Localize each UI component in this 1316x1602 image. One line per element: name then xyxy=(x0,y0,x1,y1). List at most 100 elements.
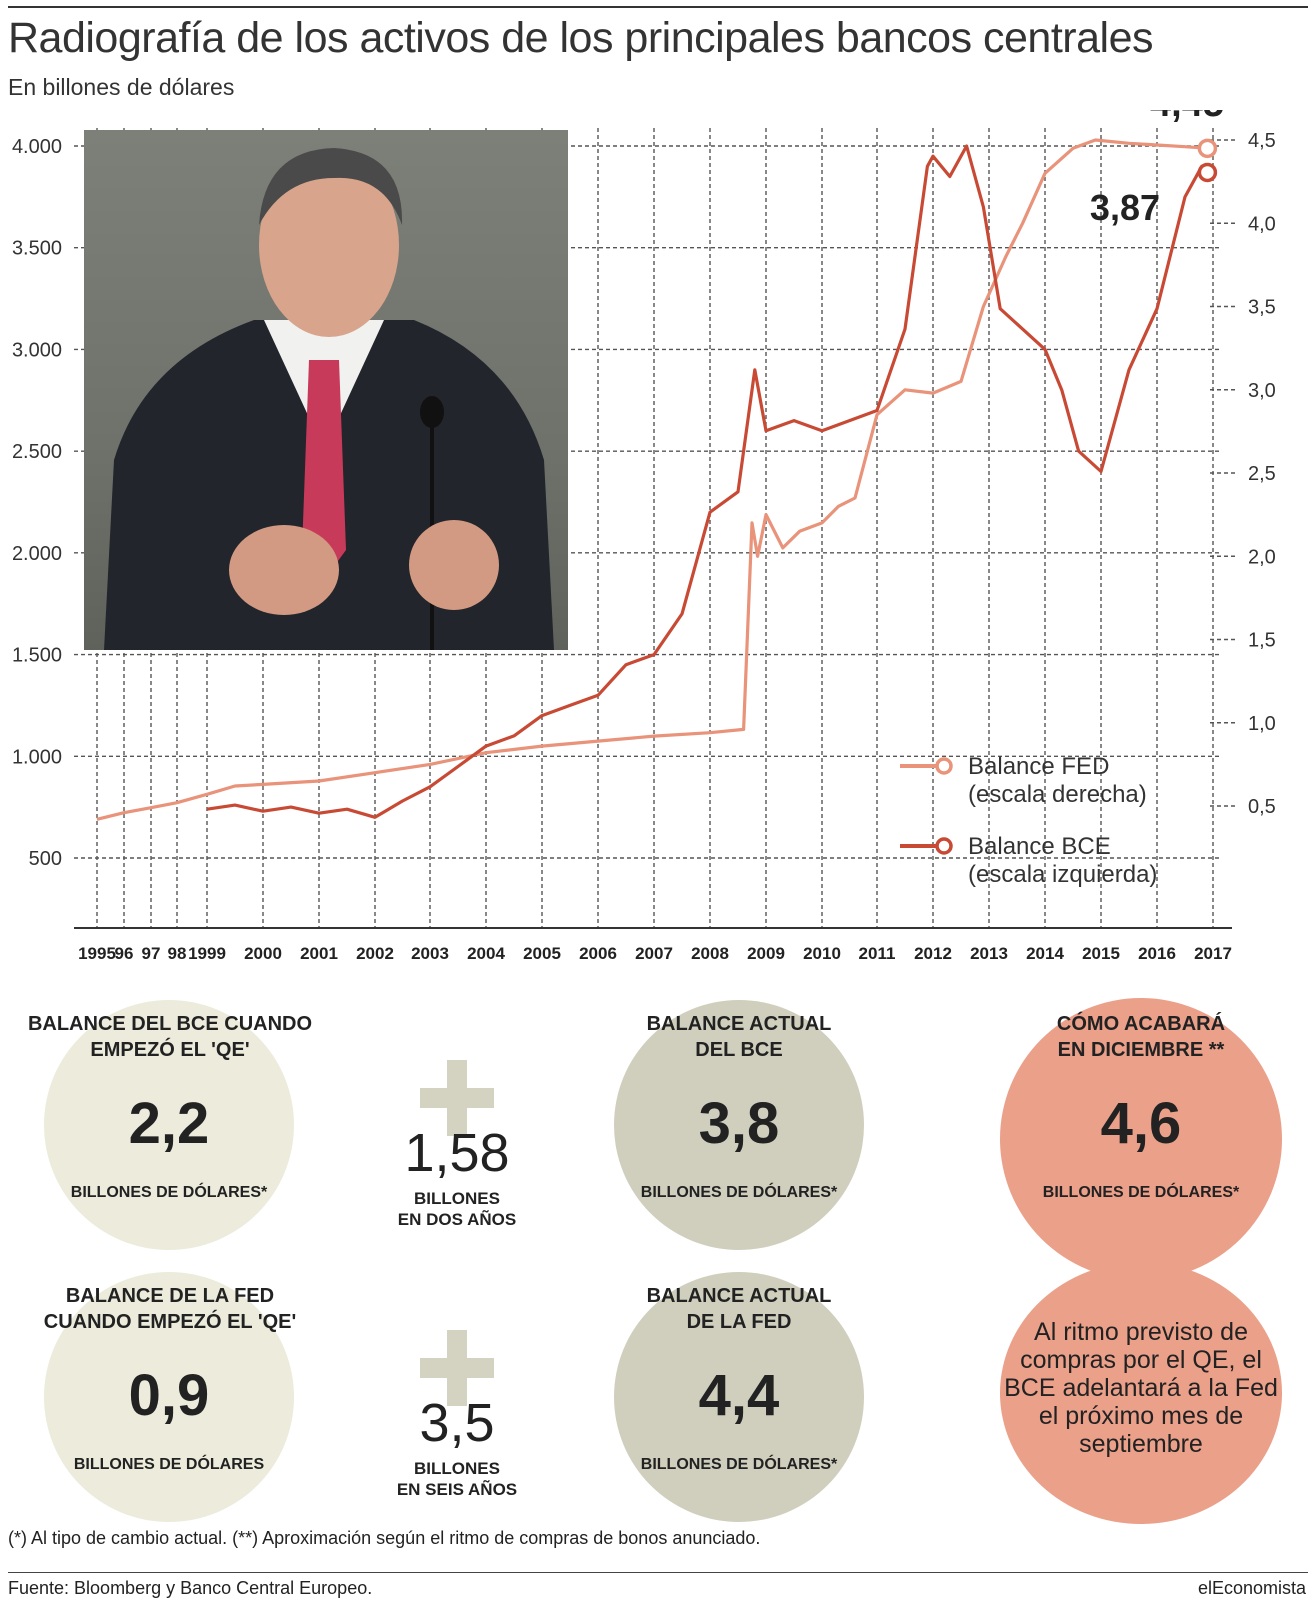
x-tick-label: 2002 xyxy=(356,944,394,963)
x-tick-label: 2009 xyxy=(747,944,785,963)
x-tick-label: 1995 xyxy=(78,944,116,963)
stat-label-fed-start-1: BALANCE DE LA FED xyxy=(65,1285,275,1307)
increase-value-fed: 3,5 xyxy=(419,1393,495,1453)
x-tick-label: 2013 xyxy=(970,944,1008,963)
page-subtitle: En billones de dólares xyxy=(8,74,235,100)
note-line-2: compras por el QE, el xyxy=(1020,1346,1262,1374)
legend-label-bce: Balance BCE xyxy=(968,833,1111,860)
chart-legend: Balance FED(escala derecha) Balance BCE(e… xyxy=(900,753,1157,888)
x-tick-label: 2011 xyxy=(859,944,896,963)
stat-unit-bce-now: BILLONES DE DÓLARES* xyxy=(640,1184,838,1201)
legend-note-bce: (escala izquierda) xyxy=(968,861,1157,888)
stat-unit-december: BILLONES DE DÓLARES* xyxy=(1042,1184,1240,1201)
left-tick-label: 500 xyxy=(29,848,62,870)
footnote: (*) Al tipo de cambio actual. (**) Aprox… xyxy=(8,1528,761,1548)
legend-marker-fed xyxy=(935,757,953,775)
legend-marker-bce xyxy=(935,837,953,855)
increase-label-bce-2: EN DOS AÑOS xyxy=(397,1210,517,1229)
stat-value-fed-start: 0,9 xyxy=(128,1363,210,1428)
right-tick-label: 2,0 xyxy=(1248,546,1276,568)
stat-label-bce-now-2: DEL BCE xyxy=(695,1039,783,1061)
x-tick-label: 2000 xyxy=(244,944,282,963)
x-tick-label: 2008 xyxy=(691,944,729,963)
stat-label-fed-now-2: DE LA FED xyxy=(686,1311,792,1333)
series-line-bce xyxy=(206,144,1209,819)
bottom-rule xyxy=(8,1572,1308,1573)
chart-annotations: 4,45 3,87 xyxy=(1090,110,1224,228)
stat-label-december-2: EN DICIEMBRE ** xyxy=(1057,1039,1225,1061)
x-tick-label: 2017 xyxy=(1194,944,1232,963)
note-line-4: el próximo mes de xyxy=(1038,1402,1244,1430)
series-end-marker-fed xyxy=(1197,138,1218,159)
increase-label-bce-1: BILLONES xyxy=(414,1189,500,1208)
series-end-marker-bce xyxy=(1197,162,1218,183)
legend-label-fed: Balance FED xyxy=(968,753,1109,780)
stat-value-fed-now: 4,4 xyxy=(698,1363,780,1428)
x-tick-label: 2004 xyxy=(467,944,505,963)
stat-label-december-1: CÓMO ACABARÁ xyxy=(1056,1013,1226,1035)
right-tick-label: 0,5 xyxy=(1248,796,1276,818)
x-tick-label: 1999 xyxy=(188,944,226,963)
stat-circle-fed-start xyxy=(44,1272,294,1522)
stat-value-bce-now: 3,8 xyxy=(698,1091,780,1156)
annotation-bce-value: 3,87 xyxy=(1090,187,1160,228)
stat-value-december: 4,6 xyxy=(1100,1091,1182,1156)
right-tick-label: 2,5 xyxy=(1248,463,1276,485)
x-tick-label: 2014 xyxy=(1026,944,1064,963)
x-tick-label: 97 xyxy=(142,944,161,963)
note-line-3: BCE adelantará a la Fed xyxy=(1004,1374,1278,1402)
left-tick-label: 1.500 xyxy=(12,645,62,667)
note-line-1: Al ritmo previsto de xyxy=(1034,1318,1248,1346)
source-text: Fuente: Bloomberg y Banco Central Europe… xyxy=(8,1578,373,1598)
left-axis-labels: 500 1.000 1.500 2.000 2.500 3.000 3.500 4.000 xyxy=(12,136,62,870)
x-tick-label: 96 xyxy=(115,944,134,963)
left-tick-label: 2.500 xyxy=(12,441,62,463)
right-tick-label: 3,0 xyxy=(1248,380,1276,402)
top-rule xyxy=(8,6,1308,8)
x-tick-label: 2005 xyxy=(523,944,561,963)
increase-label-fed-2: EN SEIS AÑOS xyxy=(396,1480,518,1499)
stat-unit-fed-now: BILLONES DE DÓLARES* xyxy=(640,1456,838,1473)
right-tick-label: 3,5 xyxy=(1248,297,1276,319)
x-tick-label: 2016 xyxy=(1138,944,1176,963)
left-tick-label: 2.000 xyxy=(12,543,62,565)
stat-value-bce-start: 2,2 xyxy=(128,1091,210,1156)
x-tick-label: 2012 xyxy=(914,944,952,963)
brand-logo: elEconomista xyxy=(1197,1578,1306,1598)
left-tick-label: 3.000 xyxy=(12,339,62,361)
stat-label-bce-start-1: BALANCE DEL BCE CUANDO xyxy=(27,1013,313,1035)
stat-label-fed-start-2: CUANDO EMPEZÓ EL 'QE' xyxy=(43,1311,297,1333)
x-tick-label: 2001 xyxy=(300,944,338,963)
page-title: Radiografía de los activos de los princi… xyxy=(8,14,1154,62)
stat-circle-bce-december xyxy=(1000,998,1282,1280)
legend-note-fed: (escala derecha) xyxy=(968,781,1147,808)
note-line-5: septiembre xyxy=(1079,1430,1203,1458)
increase-value-bce: 1,58 xyxy=(404,1123,510,1183)
stat-circle-bce-now xyxy=(614,1000,864,1250)
stat-label-bce-now-1: BALANCE ACTUAL xyxy=(646,1013,832,1035)
right-tick-label: 4,5 xyxy=(1248,130,1276,152)
left-tick-label: 4.000 xyxy=(12,136,62,158)
portrait-photo xyxy=(84,130,568,650)
increase-label-fed-1: BILLONES xyxy=(414,1459,500,1478)
stat-circle-fed-now xyxy=(614,1272,864,1522)
x-tick-label: 2010 xyxy=(803,944,841,963)
stat-unit-bce-start: BILLONES DE DÓLARES* xyxy=(70,1184,268,1201)
right-tick-label: 1,5 xyxy=(1248,630,1276,652)
left-tick-label: 1.000 xyxy=(12,746,62,768)
right-tick-label: 1,0 xyxy=(1248,713,1276,735)
chart-series xyxy=(96,138,1218,821)
annotation-fed-value: 4,45 xyxy=(1150,110,1224,125)
stat-label-fed-now-1: BALANCE ACTUAL xyxy=(646,1285,832,1307)
x-tick-label: 98 xyxy=(168,944,187,963)
x-tick-label: 2007 xyxy=(635,944,673,963)
x-tick-label: 2015 xyxy=(1082,944,1120,963)
note-text: Al ritmo previsto de compras por el QE, … xyxy=(1000,1318,1282,1458)
stat-label-bce-start-2: EMPEZÓ EL 'QE' xyxy=(90,1039,250,1061)
series-line-fed xyxy=(96,138,1208,821)
note-circle xyxy=(1000,1262,1282,1524)
x-tick-label: 2003 xyxy=(411,944,449,963)
plus-icon-2 xyxy=(420,1330,494,1406)
x-tick-label: 2006 xyxy=(579,944,617,963)
